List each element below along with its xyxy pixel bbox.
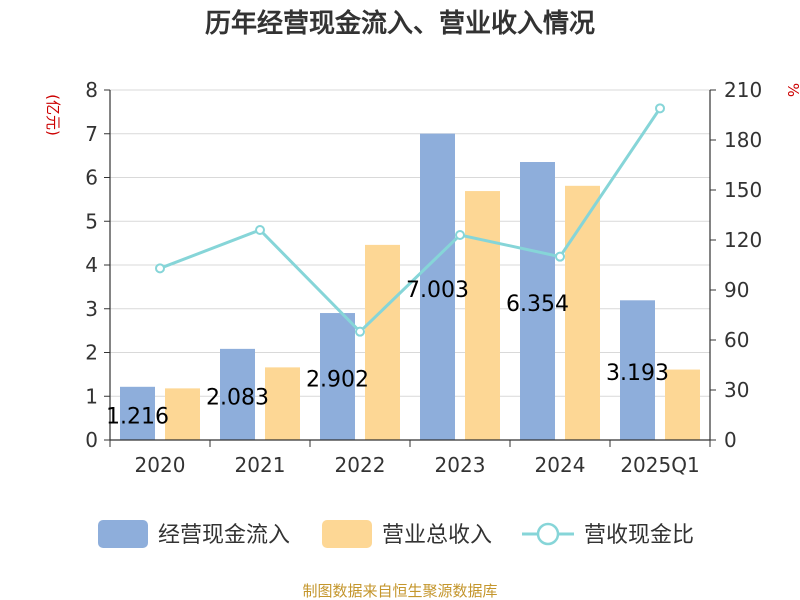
data-labels-group: 1.216 2.083 2.902 7.003 6.354 3.193 [106,278,669,430]
legend-swatch [322,520,372,548]
left-axis-tick-label: 5 [85,209,98,233]
legend-label: 经营现金流入 [158,523,290,548]
right-axis-tick-label: 120 [724,228,762,252]
gridlines [110,89,710,397]
bar-cash-inflow [520,162,555,440]
data-label: 2.902 [306,368,369,393]
bar-cash-inflow [620,300,655,440]
x-axis-tick-label: 2022 [335,453,386,477]
right-axis-tick-label: 90 [724,278,749,302]
source-note: 制图数据来自恒生聚源数据库 [302,582,497,600]
right-axis-tick-label: 0 [724,428,737,452]
bar-revenue [365,244,400,440]
left-axis-tick-label: 8 [85,78,98,102]
left-axis-tick-label: 4 [85,253,98,277]
x-axis-tick-label: 2020 [135,453,186,477]
legend-label: 营收现金比 [584,523,694,548]
ratio-line [159,107,662,334]
bar-revenue [465,191,500,440]
right-axis-tick-label: 30 [724,378,749,402]
x-axis-tick-label: 2025Q1 [620,453,699,477]
legend-swatch [98,520,148,548]
legend-label: 营业总收入 [382,523,492,548]
bar-cash-inflow [420,133,455,440]
axes-group: 0 1 2 3 4 5 6 7 8 0 30 60 90 120 150 180 210 2020 2021 2022… [85,78,762,477]
chart-title: 历年经营现金流入、营业收入情况 [205,8,595,39]
bar-cash-inflow [320,313,355,440]
data-label: 3.193 [606,361,669,386]
bar-revenue [165,388,200,440]
ratio-point [255,225,265,235]
bar-revenue [665,369,700,440]
left-axis-tick-label: 2 [85,341,98,365]
ratio-point [555,251,565,262]
x-axis-tick-label: 2021 [235,453,286,477]
bar-revenue [265,367,300,440]
legend-marker [536,522,560,546]
right-axis-tick-label: 210 [724,78,762,102]
data-label: 1.216 [106,404,169,429]
x-axis-tick-label: 2023 [435,453,486,477]
legend: 经营现金流入 营业总收入 营收现金比 [98,520,694,548]
ratio-point [655,103,665,114]
data-label: 7.003 [406,278,469,303]
ratio-point [155,263,165,274]
bar-cash-inflow [220,348,255,440]
right-axis-tick-label: 180 [724,128,762,152]
line-series-group [155,103,665,337]
bar-revenue [565,185,600,440]
left-axis-tick-label: 7 [85,122,98,146]
left-axis-tick-label: 3 [85,297,98,321]
ratio-point [455,230,465,240]
left-axis-tick-label: 6 [85,166,98,190]
data-label: 2.083 [206,385,269,410]
left-axis-tick-label: 0 [85,428,98,452]
bar-cash-inflow [120,386,155,440]
right-axis-unit: % [784,83,800,97]
x-axis-tick-label: 2024 [535,453,586,477]
data-label: 6.354 [506,292,569,317]
right-axis-tick-label: 150 [724,178,762,202]
ratio-point [355,326,365,337]
left-axis-unit: (亿元) [44,94,62,136]
bars-group [120,133,700,440]
right-axis-tick-label: 60 [724,328,749,352]
left-axis-tick-label: 1 [85,384,98,408]
